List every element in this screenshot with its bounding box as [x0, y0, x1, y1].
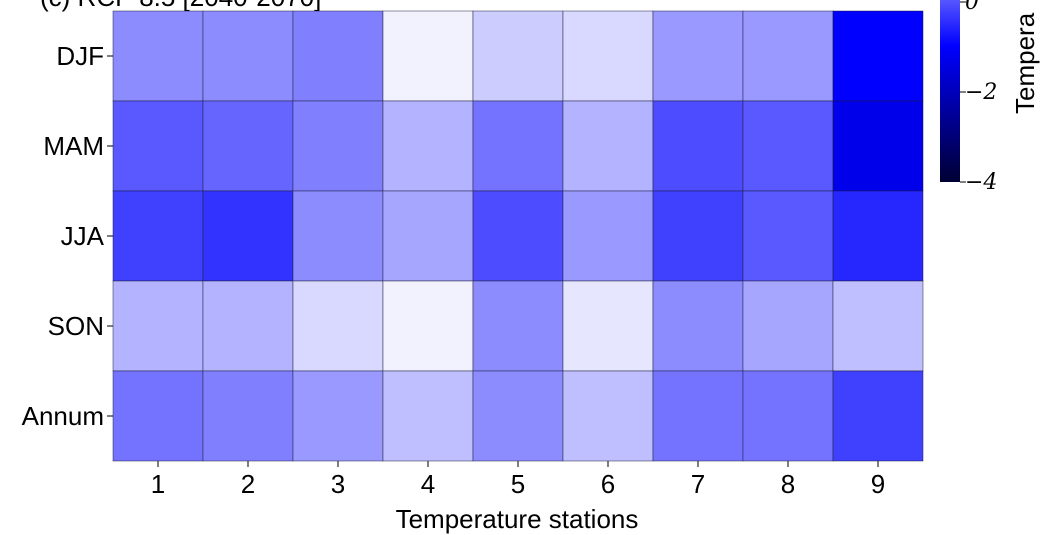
y-tick-label-mam: MAM	[43, 131, 104, 161]
x-tick-label-3: 3	[331, 469, 345, 499]
chart-title: (c) RCP 8.5 [2040-2070]	[40, 0, 321, 12]
heatmap-cell-son-5	[472, 280, 564, 372]
heatmap-cell-jja-4	[382, 190, 474, 282]
x-tick-label-9: 9	[871, 469, 885, 499]
colorbar-tick-label: 0	[965, 0, 979, 15]
heatmap-cell-son-1	[112, 280, 204, 372]
heatmap-cell-annum-2	[202, 370, 294, 462]
y-tick-label-jja: JJA	[61, 221, 105, 251]
x-tick-label-6: 6	[601, 469, 615, 499]
y-tick-label-annum: Annum	[22, 401, 104, 431]
x-tick-label-4: 4	[421, 469, 435, 499]
heatmap-cell-jja-2	[202, 190, 294, 282]
heatmap-cell-mam-3	[292, 100, 384, 192]
colorbar-tick-label: −4	[965, 170, 997, 195]
heatmap-cell-djf-1	[112, 10, 204, 102]
y-tick-label-djf: DJF	[56, 41, 104, 71]
x-tick-labels: 1 2 3 4 5 6 7 8 9	[151, 461, 885, 499]
colorbar	[940, 0, 960, 182]
heatmap-cell-annum-6	[562, 370, 654, 462]
heatmap-cell-mam-6	[562, 100, 654, 192]
heatmap-cell-jja-9	[832, 190, 924, 282]
heatmap-cell-annum-4	[382, 370, 474, 462]
heatmap-cell-jja-6	[562, 190, 654, 282]
x-tick-label-1: 1	[151, 469, 165, 499]
heatmap-cell-jja-7	[652, 190, 744, 282]
heatmap-cell-son-4	[382, 280, 474, 372]
heatmap-cell-djf-5	[472, 10, 564, 102]
heatmap-cell-annum-1	[112, 370, 204, 462]
heatmap-cell-djf-3	[292, 10, 384, 102]
heatmap-cell-son-2	[202, 280, 294, 372]
heatmap-cell-djf-4	[382, 10, 474, 102]
heatmap-cell-son-3	[292, 280, 384, 372]
x-tick-label-7: 7	[691, 469, 705, 499]
heatmap-cell-mam-2	[202, 100, 294, 192]
x-tick-label-8: 8	[781, 469, 795, 499]
heatmap-cell-djf-6	[562, 10, 654, 102]
heatmap-cell-son-8	[742, 280, 834, 372]
colorbar-tick-label: −2	[965, 80, 997, 105]
x-tick-label-5: 5	[511, 469, 525, 499]
y-tick-label-son: SON	[48, 311, 104, 341]
heatmap-cell-mam-1	[112, 100, 204, 192]
heatmap-cell-mam-8	[742, 100, 834, 192]
heatmap-cell-annum-8	[742, 370, 834, 462]
heatmap-cell-jja-5	[472, 190, 564, 282]
colorbar-ticks: 0 −2 −4	[960, 0, 997, 195]
heatmap-cell-mam-5	[472, 100, 564, 192]
heatmap-cell-mam-9	[832, 100, 924, 192]
x-tick-label-2: 2	[241, 469, 255, 499]
heatmap-cell-djf-8	[742, 10, 834, 102]
colorbar-label: Tempera	[1010, 12, 1040, 114]
heatmap-cell-djf-9	[832, 10, 924, 102]
heatmap-cell-son-7	[652, 280, 744, 372]
heatmap-cell-jja-1	[112, 190, 204, 282]
heatmap-cells	[112, 10, 924, 462]
heatmap-cell-annum-3	[292, 370, 384, 462]
heatmap-cell-djf-7	[652, 10, 744, 102]
x-axis-label: Temperature stations	[396, 504, 639, 534]
heatmap-cell-annum-7	[652, 370, 744, 462]
y-tick-labels: DJF MAM JJA SON Annum	[22, 41, 113, 431]
heatmap-cell-son-6	[562, 280, 654, 372]
heatmap-cell-mam-4	[382, 100, 474, 192]
heatmap-cell-son-9	[832, 280, 924, 372]
heatmap-cell-jja-8	[742, 190, 834, 282]
heatmap-cell-annum-9	[832, 370, 924, 462]
heatmap-cell-jja-3	[292, 190, 384, 282]
heatmap-cell-mam-7	[652, 100, 744, 192]
heatmap-cell-annum-5	[472, 370, 564, 462]
heatmap-cell-djf-2	[202, 10, 294, 102]
